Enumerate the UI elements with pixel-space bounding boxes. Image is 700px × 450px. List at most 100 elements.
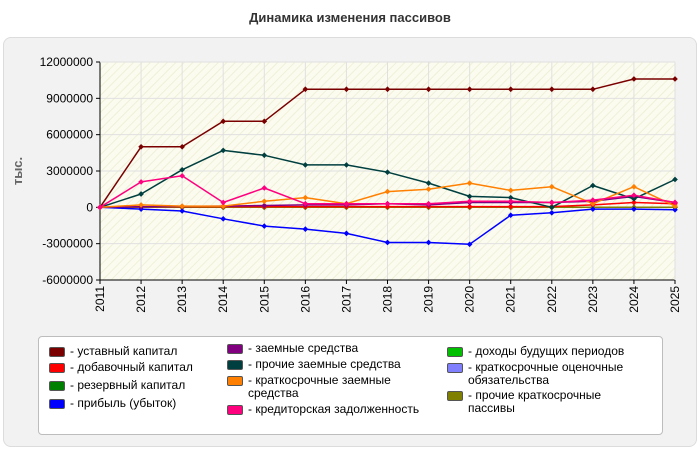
data-point [466, 203, 473, 210]
x-tick-label: 2013 [175, 286, 189, 313]
y-tick-label: -6000000 [42, 273, 93, 287]
y-tick-label: 3000000 [46, 164, 93, 178]
x-tick-label: 2012 [134, 286, 148, 313]
data-point [343, 200, 350, 207]
y-tick-label: 6000000 [46, 128, 93, 142]
legend-swatch [227, 376, 243, 386]
legend-swatch [227, 360, 243, 370]
data-point [672, 76, 678, 82]
legend-swatch [49, 363, 65, 373]
data-point [425, 180, 432, 186]
data-point [631, 206, 637, 212]
data-point [548, 199, 555, 206]
legend-label: - прибыль (убыток) [70, 396, 177, 410]
data-point [261, 185, 268, 191]
legend-label: - доходы будущих периодов [468, 344, 625, 358]
legend-label: - прочие заемные средства [248, 357, 401, 371]
data-point [343, 162, 350, 168]
data-point [631, 199, 637, 206]
data-point [179, 143, 185, 150]
y-tick-labels: 12000000 9000000 6000000 3000000 0 -3000000 -6… [40, 55, 94, 287]
data-point [97, 204, 103, 211]
x-tick-label: 2014 [216, 286, 230, 313]
legend-swatch [49, 381, 65, 391]
data-point [302, 200, 309, 207]
data-point [548, 204, 555, 211]
x-tick-label: 2016 [298, 286, 312, 313]
data-point [548, 86, 555, 93]
data-point [672, 199, 678, 206]
legend-label: - резервный капитал [70, 378, 186, 392]
series-0 [97, 76, 678, 211]
line-chart: 12000000 9000000 6000000 3000000 0 -3000000 -6… [10, 55, 682, 313]
y-tick-label: -3000000 [42, 237, 93, 251]
legend-swatch [447, 347, 463, 357]
data-point [261, 202, 268, 209]
data-point [466, 180, 473, 186]
data-point [220, 199, 227, 206]
data-point [672, 206, 678, 213]
data-point [425, 186, 432, 192]
data-point [507, 194, 514, 201]
data-point [631, 196, 637, 202]
data-point [466, 193, 473, 200]
data-point [425, 86, 432, 93]
data-point [590, 200, 596, 207]
legend-swatch [447, 363, 463, 373]
data-point [590, 86, 596, 93]
data-point [590, 206, 596, 212]
data-point [384, 203, 391, 210]
data-point [384, 169, 391, 176]
series-7 [97, 173, 678, 211]
legend-label: - уставный капитал [70, 344, 178, 358]
x-tick-label: 2025 [668, 286, 682, 313]
data-point [507, 203, 514, 210]
data-point [261, 152, 268, 159]
data-point [138, 179, 144, 185]
x-tick-label: 2015 [257, 286, 271, 313]
data-point [261, 223, 268, 229]
data-point [466, 241, 473, 248]
legend-label: - кредиторская задолженность [248, 402, 420, 416]
x-tick-label: 2019 [422, 286, 436, 313]
data-point [548, 209, 555, 216]
data-point [179, 166, 185, 173]
data-point [179, 173, 185, 179]
legend: - уставный капитал - добавочный капитал - … [38, 336, 663, 435]
series-3 [97, 204, 678, 248]
data-point [548, 183, 555, 190]
data-point [425, 239, 432, 246]
data-point [302, 226, 309, 232]
y-tick-label: 0 [86, 200, 93, 214]
x-tick-label: 2021 [504, 286, 518, 313]
legend-swatch [49, 347, 65, 357]
data-point [590, 197, 596, 203]
x-tick-label: 2024 [627, 286, 641, 313]
data-point [343, 86, 350, 93]
data-point [138, 143, 144, 150]
data-point [220, 147, 227, 154]
legend-swatch [49, 399, 65, 409]
data-point [220, 203, 227, 209]
legend-label: - заемные средства [248, 341, 359, 355]
axes [96, 61, 676, 284]
legend-swatch [227, 344, 243, 354]
data-point [631, 76, 637, 82]
y-tick-label: 12000000 [40, 55, 94, 69]
data-point [590, 182, 596, 189]
data-point [507, 86, 514, 93]
data-point [179, 203, 185, 209]
data-point [672, 203, 678, 209]
data-point [384, 86, 391, 93]
data-point [631, 183, 637, 190]
data-point [507, 212, 514, 219]
data-point [261, 118, 268, 125]
data-point [220, 118, 227, 125]
legend-label: - краткосрочные заемные средства [248, 373, 391, 400]
x-tick-labels: 2011 2012 2013 2014 2015 2016 2017 2018 2019 2020… [93, 286, 682, 313]
data-point [220, 216, 227, 222]
data-point [631, 192, 637, 199]
x-tick-label: 2020 [463, 286, 477, 313]
data-point [138, 202, 144, 208]
x-tick-label: 2022 [545, 286, 559, 313]
